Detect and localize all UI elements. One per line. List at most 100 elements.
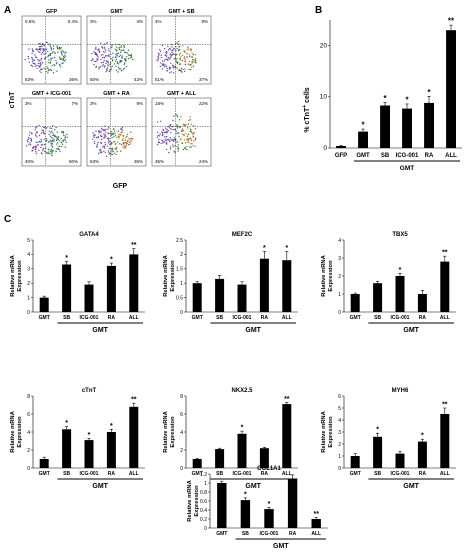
flow-event-dot — [176, 47, 178, 50]
flow-event-dot — [38, 66, 41, 68]
flow-event-dot — [172, 53, 175, 55]
y-tick-label: 0 — [180, 310, 183, 316]
flow-event-dot — [123, 49, 125, 52]
bar — [373, 283, 383, 312]
flow-event-dot — [47, 69, 50, 72]
flow-event-dot — [130, 138, 133, 140]
flow-event-dot — [180, 56, 182, 58]
flow-event-dot — [50, 144, 52, 146]
group-label: GMT — [245, 327, 261, 334]
flow-event-dot — [161, 68, 164, 70]
bar — [129, 406, 139, 468]
y-tick-label: 1 — [338, 292, 341, 298]
significance-marker: * — [263, 245, 266, 252]
flow-event-dot — [172, 146, 174, 148]
flow-event-dot — [40, 138, 42, 141]
flow-event-dot — [49, 150, 52, 153]
flow-event-dot — [29, 131, 31, 133]
flow-event-dot — [100, 132, 102, 134]
flow-event-dot — [96, 54, 98, 56]
flow-event-dot — [101, 128, 104, 131]
flow-event-dot — [177, 49, 180, 52]
bar — [402, 108, 412, 148]
flow-event-dot — [108, 55, 110, 57]
flow-event-dot — [53, 134, 55, 136]
flow-event-dot — [156, 131, 159, 133]
flow-event-dot — [115, 54, 118, 56]
category-label: SB — [216, 315, 223, 321]
flow-event-dot — [184, 68, 186, 70]
flow-event-dot — [106, 145, 109, 147]
flow-event-dot — [187, 133, 190, 136]
y-tick-label: 1 — [27, 295, 30, 301]
flow-event-dot — [117, 66, 120, 69]
flow-event-dot — [35, 127, 37, 129]
flow-event-dot — [162, 64, 165, 67]
flow-event-dot — [157, 57, 160, 59]
flow-event-dot — [96, 59, 99, 61]
bar — [380, 105, 390, 148]
flow-event-dot — [161, 63, 164, 65]
y-tick-label: 6 — [27, 412, 30, 418]
flow-event-dot — [116, 46, 118, 48]
flow-event-dot — [161, 60, 164, 62]
y-tick-label: 3 — [27, 267, 30, 273]
flow-plot-title: GMT — [110, 9, 123, 15]
flow-event-dot — [119, 143, 121, 145]
category-label: ICG-001 — [260, 531, 279, 537]
flow-event-dot — [103, 146, 106, 148]
flow-event-dot — [157, 52, 159, 55]
flow-event-dot — [33, 62, 36, 64]
category-label: ALL — [129, 471, 139, 477]
flow-event-dot — [188, 119, 190, 122]
flow-event-dot — [98, 149, 101, 151]
flow-event-dot — [64, 52, 66, 54]
flow-event-dot — [107, 55, 109, 57]
flow-event-dot — [112, 150, 114, 152]
flow-event-dot — [48, 59, 50, 61]
flow-event-dot — [190, 48, 192, 50]
flow-event-dot — [107, 62, 110, 64]
flow-plot-5: GMT + RA 3% 9% 53% 35% — [86, 91, 147, 167]
category-label: GMT — [39, 315, 50, 321]
flow-event-dot — [125, 144, 128, 147]
flow-event-dot — [43, 49, 45, 51]
flow-event-dot — [106, 137, 109, 140]
flow-event-dot — [104, 48, 106, 50]
flow-event-dot — [40, 62, 42, 64]
flow-event-dot — [111, 149, 113, 151]
flow-event-dot — [31, 149, 34, 151]
flow-event-dot — [194, 59, 196, 61]
flow-event-dot — [191, 131, 193, 134]
flow-event-dot — [92, 59, 94, 61]
significance-marker: ** — [131, 242, 137, 249]
y-tick-label: 2 — [338, 274, 341, 280]
flow-event-dot — [108, 54, 110, 56]
chart-ctnt: 0 2 4 6 8 GMT * SB * ICG-001 * RA ** ALL GMT cTnT Relati… — [10, 388, 145, 490]
flow-event-dot — [103, 150, 105, 152]
flow-event-dot — [105, 49, 107, 51]
flow-event-dot — [119, 54, 122, 56]
flow-event-dot — [95, 60, 97, 63]
flow-event-dot — [121, 57, 123, 59]
category-label: ICG-001 — [80, 471, 99, 477]
category-label: RA — [419, 471, 427, 477]
bar — [350, 294, 360, 312]
category-label: GMT — [356, 153, 370, 159]
flow-plot-3: GMT + SB 4% 8% 51% 37% — [151, 9, 212, 85]
flow-event-dot — [52, 132, 54, 134]
flow-event-dot — [171, 46, 173, 48]
flow-event-dot — [114, 135, 117, 137]
y-tick-label: 1.5 — [176, 267, 183, 273]
significance-marker: ** — [442, 402, 448, 409]
flow-event-dot — [56, 70, 58, 72]
significance-marker: ** — [448, 17, 455, 26]
flow-event-dot — [126, 133, 129, 136]
flow-event-dot — [173, 72, 175, 74]
flow-quadrant-percent: 40% — [25, 159, 34, 164]
flow-event-dot — [59, 47, 61, 49]
flow-event-dot — [180, 63, 182, 65]
flow-event-dot — [108, 147, 111, 150]
flow-plot-title: GMT + ICG-001 — [32, 91, 71, 97]
chart-title: GATA4 — [79, 232, 99, 238]
